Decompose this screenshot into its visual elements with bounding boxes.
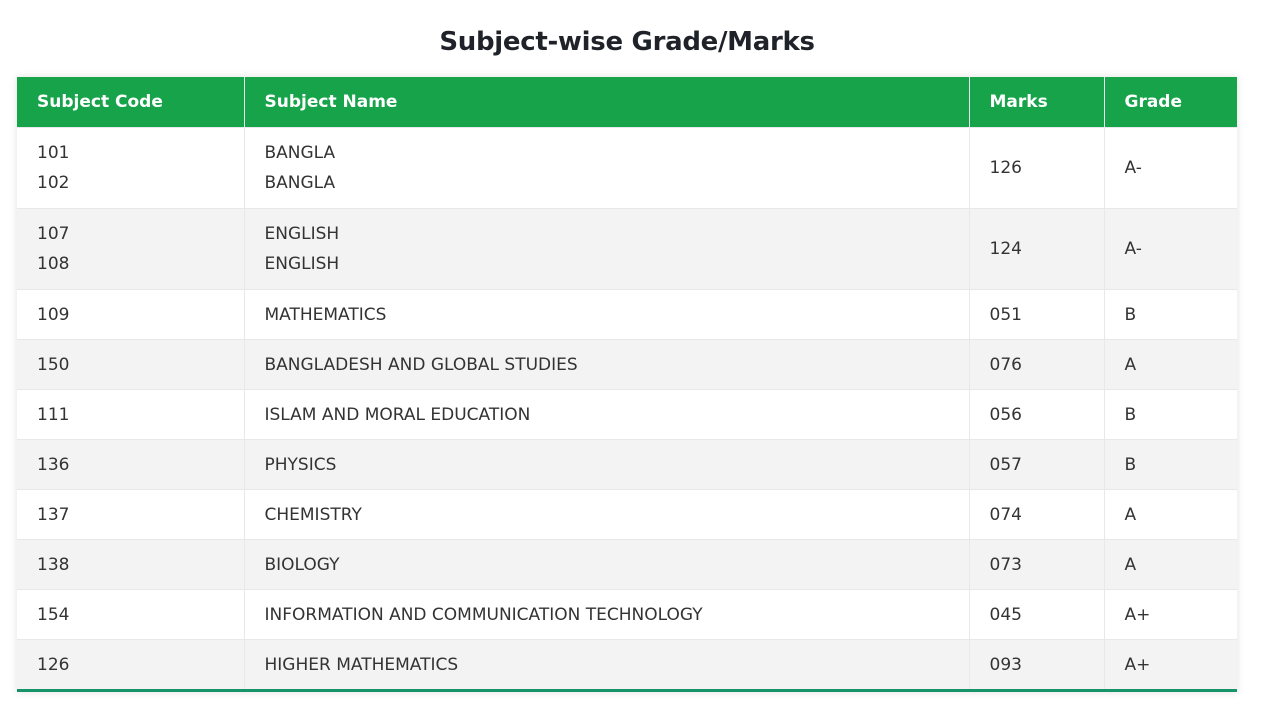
subject-code-cell: 101 102: [17, 127, 244, 209]
table-row: 154 INFORMATION AND COMMUNICATION TECHNO…: [17, 589, 1237, 640]
subject-name: BANGLA: [264, 173, 336, 193]
header-marks: Marks: [968, 77, 1104, 128]
subject-code: 101: [37, 143, 70, 163]
subject-name: ENGLISH: [264, 254, 340, 274]
subject-code-cell: 109: [17, 289, 244, 340]
subject-name-cell: CHEMISTRY: [243, 489, 969, 540]
grades-table: Subject Code Subject Name Marks Grade 10…: [17, 77, 1237, 689]
grade-cell: B: [1103, 389, 1237, 440]
marks-cell: 051: [968, 289, 1104, 340]
subject-name-cell: MATHEMATICS: [243, 289, 969, 340]
subject-code-cell: 111: [17, 389, 244, 440]
grade-cell: A: [1103, 339, 1237, 390]
subject-name-cell: HIGHER MATHEMATICS: [243, 639, 969, 689]
grade-cell: A: [1103, 539, 1237, 590]
table-row: 101 102 BANGLA BANGLA 126 A-: [17, 127, 1237, 209]
grade-cell: A+: [1103, 639, 1237, 689]
header-grade: Grade: [1103, 77, 1237, 128]
subject-name: ENGLISH: [264, 224, 340, 244]
marks-cell: 093: [968, 639, 1104, 689]
grades-table-container: Subject Code Subject Name Marks Grade 10…: [17, 77, 1237, 692]
table-row: 150 BANGLADESH AND GLOBAL STUDIES 076 A: [17, 339, 1237, 390]
subject-code-cell: 136: [17, 439, 244, 490]
subject-code-cell: 137: [17, 489, 244, 540]
table-row: 126 HIGHER MATHEMATICS 093 A+: [17, 639, 1237, 689]
marks-cell: 056: [968, 389, 1104, 440]
subject-code: 108: [37, 254, 70, 274]
subject-name-cell: INFORMATION AND COMMUNICATION TECHNOLOGY: [243, 589, 969, 640]
grade-cell: A: [1103, 489, 1237, 540]
header-subject-code: Subject Code: [17, 77, 244, 128]
table-row: 107 108 ENGLISH ENGLISH 124 A-: [17, 208, 1237, 290]
marks-cell: 073: [968, 539, 1104, 590]
subject-code: 107: [37, 224, 70, 244]
page-title: Subject-wise Grade/Marks: [439, 27, 815, 57]
table-header: Subject Code Subject Name Marks Grade: [17, 77, 1237, 128]
marks-cell: 076: [968, 339, 1104, 390]
subject-name-cell: BANGLA BANGLA: [243, 127, 969, 209]
subject-code-cell: 107 108: [17, 208, 244, 290]
subject-code-cell: 138: [17, 539, 244, 590]
grade-cell: B: [1103, 289, 1237, 340]
table-body: 101 102 BANGLA BANGLA 126 A- 107 108 ENGLIS…: [17, 127, 1237, 689]
subject-name-cell: PHYSICS: [243, 439, 969, 490]
grade-cell: A+: [1103, 589, 1237, 640]
subject-code: 102: [37, 173, 70, 193]
marks-cell: 126: [968, 127, 1104, 209]
table-row: 138 BIOLOGY 073 A: [17, 539, 1237, 590]
marks-cell: 045: [968, 589, 1104, 640]
marks-cell: 057: [968, 439, 1104, 490]
subject-code-cell: 126: [17, 639, 244, 689]
table-row: 136 PHYSICS 057 B: [17, 439, 1237, 490]
header-subject-name: Subject Name: [243, 77, 969, 128]
table-row: 137 CHEMISTRY 074 A: [17, 489, 1237, 540]
subject-name-cell: ISLAM AND MORAL EDUCATION: [243, 389, 969, 440]
marks-cell: 074: [968, 489, 1104, 540]
table-row: 111 ISLAM AND MORAL EDUCATION 056 B: [17, 389, 1237, 440]
subject-code-cell: 154: [17, 589, 244, 640]
marks-cell: 124: [968, 208, 1104, 290]
subject-name-cell: BIOLOGY: [243, 539, 969, 590]
grade-cell: B: [1103, 439, 1237, 490]
table-row: 109 MATHEMATICS 051 B: [17, 289, 1237, 340]
subject-name-cell: BANGLADESH AND GLOBAL STUDIES: [243, 339, 969, 390]
subject-name: BANGLA: [264, 143, 336, 163]
subject-code-cell: 150: [17, 339, 244, 390]
grade-cell: A-: [1103, 208, 1237, 290]
grade-cell: A-: [1103, 127, 1237, 209]
subject-name-cell: ENGLISH ENGLISH: [243, 208, 969, 290]
